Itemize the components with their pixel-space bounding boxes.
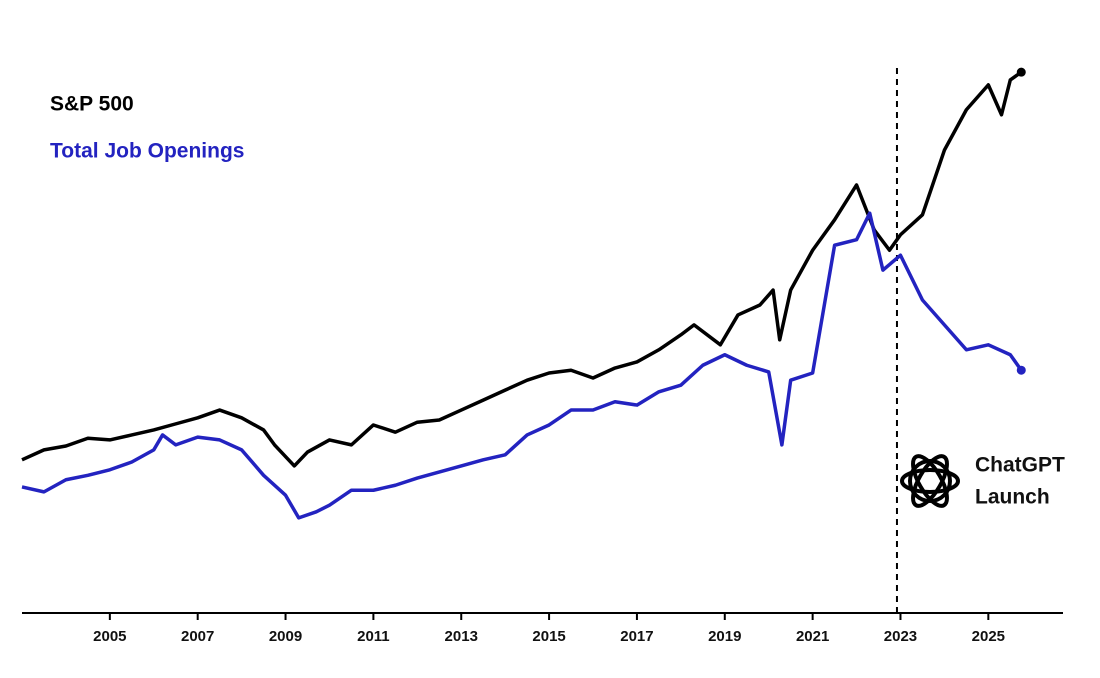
x-tick-label: 2009 — [269, 628, 302, 645]
annotation-text: Launch — [975, 486, 1050, 509]
x-tick-label: 2005 — [93, 628, 126, 645]
x-tick-label: 2017 — [620, 628, 653, 645]
annotation-text: ChatGPT — [975, 454, 1065, 477]
openai-logo — [900, 454, 960, 508]
x-tick-label: 2007 — [181, 628, 214, 645]
x-tick-label: 2023 — [884, 628, 917, 645]
x-tick-label: 2025 — [972, 628, 1005, 645]
series-line — [21, 70, 1023, 468]
end-dot — [1016, 365, 1026, 375]
x-tick-label: 2013 — [445, 628, 478, 645]
x-tick-label: 2011 — [357, 628, 390, 645]
x-tick-label: 2019 — [708, 628, 741, 645]
legend-label: Total Job Openings — [50, 140, 244, 163]
end-dot — [1016, 67, 1026, 77]
series-line — [21, 211, 1023, 520]
x-tick-label: 2021 — [796, 628, 829, 645]
legend-label: S&P 500 — [50, 93, 134, 116]
x-tick-label: 2015 — [532, 628, 565, 645]
